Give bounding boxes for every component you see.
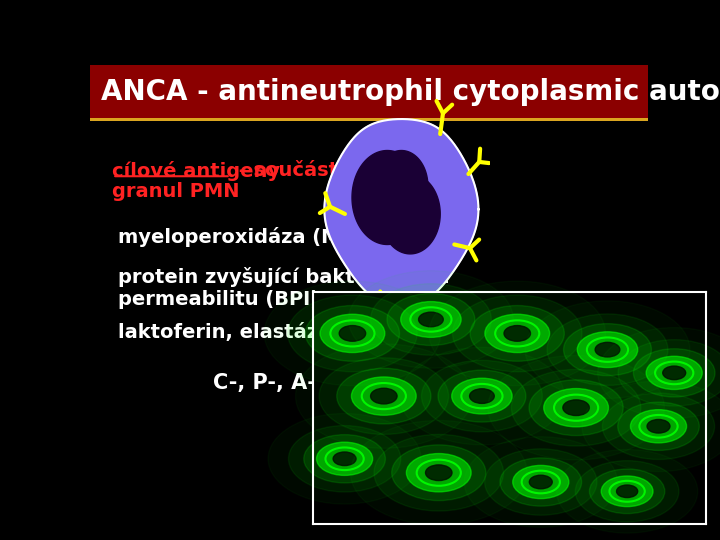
Text: C-, P-, A-ANCA: C-, P-, A-ANCA [213, 373, 380, 393]
Circle shape [337, 368, 431, 424]
Text: permeabilitu (BPI): permeabilitu (BPI) [118, 290, 319, 309]
Text: myeloperoxidáza (MPO): myeloperoxidáza (MPO) [118, 227, 380, 247]
Text: granul PMN: granul PMN [112, 182, 240, 201]
Polygon shape [380, 174, 440, 254]
Circle shape [647, 420, 670, 433]
Circle shape [374, 434, 503, 511]
Circle shape [371, 388, 397, 404]
Circle shape [319, 358, 449, 434]
Polygon shape [324, 119, 479, 307]
Circle shape [392, 445, 486, 501]
Circle shape [387, 293, 475, 346]
Circle shape [590, 469, 665, 514]
Circle shape [451, 378, 512, 414]
Polygon shape [352, 151, 423, 245]
Circle shape [662, 366, 685, 380]
Circle shape [485, 314, 549, 353]
Circle shape [339, 326, 366, 341]
Circle shape [504, 326, 531, 341]
Bar [90, 118, 648, 121]
Text: - součásti: - součásti [233, 161, 345, 180]
Circle shape [544, 389, 608, 427]
Circle shape [563, 400, 590, 416]
Circle shape [438, 370, 526, 422]
Text: protein zvyšující baktericidii a: protein zvyšující baktericidii a [118, 267, 449, 287]
Circle shape [426, 465, 452, 481]
Circle shape [577, 332, 638, 368]
Circle shape [631, 410, 687, 443]
Circle shape [469, 389, 495, 403]
Circle shape [634, 349, 715, 397]
Circle shape [485, 449, 597, 515]
Circle shape [305, 306, 400, 361]
Circle shape [351, 377, 416, 415]
Circle shape [646, 356, 702, 389]
Circle shape [618, 340, 720, 406]
Circle shape [421, 360, 542, 432]
Circle shape [529, 380, 624, 436]
Circle shape [618, 402, 699, 450]
Circle shape [470, 306, 564, 361]
Circle shape [333, 452, 356, 465]
Circle shape [320, 314, 384, 353]
Circle shape [547, 314, 668, 386]
Circle shape [304, 435, 385, 483]
Circle shape [401, 301, 461, 338]
FancyBboxPatch shape [90, 65, 648, 119]
Circle shape [317, 442, 373, 475]
Circle shape [288, 295, 417, 372]
Circle shape [289, 426, 401, 492]
Circle shape [575, 461, 679, 522]
Circle shape [603, 393, 715, 460]
Polygon shape [375, 151, 428, 221]
Circle shape [452, 295, 582, 372]
Circle shape [406, 454, 471, 492]
Circle shape [418, 312, 444, 327]
Circle shape [513, 465, 569, 498]
Text: laktoferin, elastáza,...: laktoferin, elastáza,... [118, 323, 361, 342]
Circle shape [616, 485, 638, 497]
Circle shape [564, 323, 652, 376]
Circle shape [595, 342, 620, 357]
Circle shape [601, 476, 653, 507]
Circle shape [371, 284, 491, 355]
Circle shape [511, 369, 641, 446]
Circle shape [500, 458, 582, 506]
Text: cílové antigeny: cílové antigeny [112, 161, 281, 181]
Circle shape [529, 475, 552, 489]
Text: ANCA - antineutrophil cytoplasmic autoantibodies: ANCA - antineutrophil cytoplasmic autoan… [101, 78, 720, 106]
